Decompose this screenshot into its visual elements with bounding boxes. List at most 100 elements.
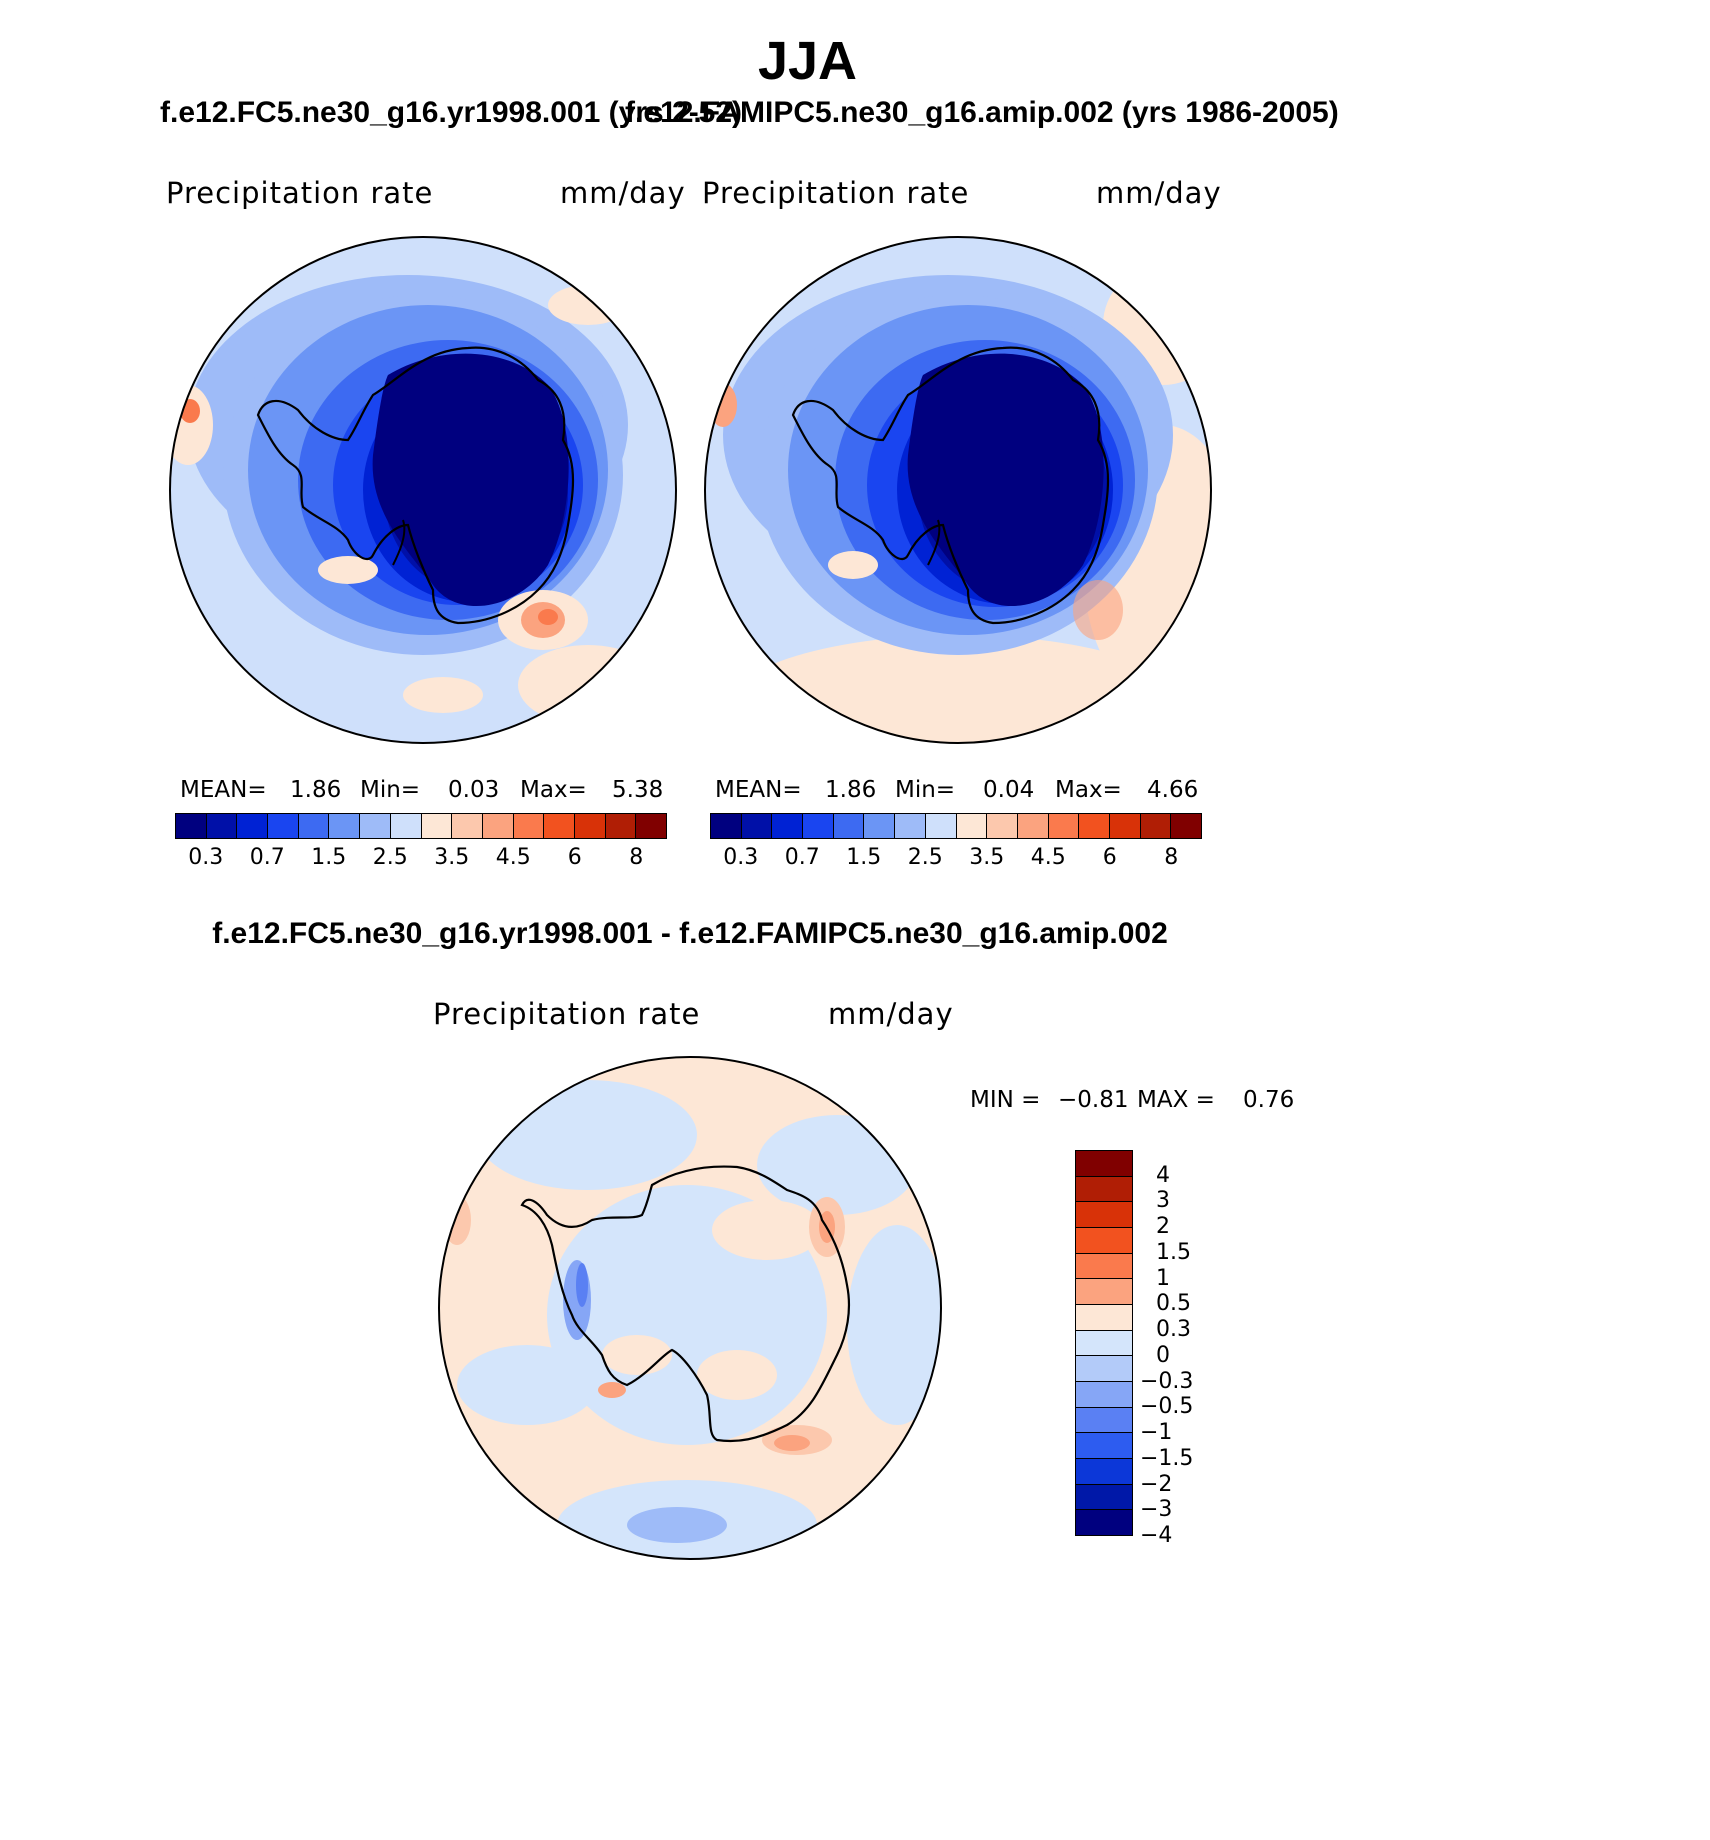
panel3-max-label: MAX = bbox=[1137, 1087, 1215, 1113]
panel1-max: 5.38 bbox=[612, 777, 664, 803]
colorbar-tick-label: 1.5 bbox=[1156, 1239, 1191, 1265]
colorbar-tick-label: 0.3 bbox=[723, 845, 759, 870]
panel1-units: mm/day bbox=[560, 176, 686, 210]
colorbar-swatch bbox=[1076, 1151, 1132, 1177]
colorbar-swatch bbox=[925, 814, 957, 838]
colorbar-swatch bbox=[803, 814, 834, 838]
colorbar-swatch bbox=[1076, 1510, 1132, 1536]
colorbar-swatch bbox=[1048, 814, 1080, 838]
colorbar-swatch bbox=[482, 814, 514, 838]
colorbar-tick-label: −4 bbox=[1140, 1523, 1173, 1548]
colorbar-tick-label: 0.3 bbox=[1156, 1317, 1191, 1343]
colorbar-tick-label: 1.5 bbox=[311, 845, 347, 870]
colorbar-tick-label: 4.5 bbox=[495, 845, 531, 870]
colorbar-swatch bbox=[1076, 1305, 1132, 1331]
panel1-max-label: Max= bbox=[520, 777, 587, 803]
colorbar-swatch bbox=[895, 814, 926, 838]
colorbar-swatch bbox=[605, 814, 637, 838]
panel3-min-label: MIN = bbox=[970, 1087, 1041, 1113]
colorbar-tick-label: −2 bbox=[1140, 1471, 1173, 1497]
panel2-variable: Precipitation rate bbox=[702, 176, 970, 210]
colorbar-tick-label: 1.5 bbox=[846, 845, 882, 870]
colorbar-tick-label: 3.5 bbox=[434, 845, 470, 870]
panel1-variable: Precipitation rate bbox=[166, 176, 434, 210]
colorbar-tick-label: 8 bbox=[1164, 845, 1179, 870]
colorbar-swatch bbox=[268, 814, 299, 838]
panel3-variable: Precipitation rate bbox=[433, 997, 701, 1031]
colorbar-swatch bbox=[1140, 814, 1172, 838]
panel2-title: f.e12.FAMIPC5.ne30_g16.amip.002 (yrs 198… bbox=[625, 96, 1339, 129]
colorbar-tick-label: 8 bbox=[629, 845, 644, 870]
colorbar-swatch bbox=[1076, 1279, 1132, 1306]
panel2-max-label: Max= bbox=[1055, 777, 1122, 803]
colorbar-tick-label: 0.7 bbox=[784, 845, 820, 870]
colorbar-tick-label: 1 bbox=[1156, 1265, 1170, 1291]
colorbar-tick-label: −1.5 bbox=[1140, 1445, 1194, 1471]
colorbar-swatch bbox=[711, 814, 742, 838]
panel2-max: 4.66 bbox=[1147, 777, 1199, 803]
panel2-map bbox=[704, 236, 1212, 744]
colorbar-swatch bbox=[1076, 1228, 1132, 1254]
colorbar-tick-label: 0.5 bbox=[1156, 1291, 1191, 1317]
panel1-map bbox=[169, 236, 677, 744]
colorbar-swatch bbox=[1076, 1459, 1132, 1485]
colorbar-swatch bbox=[636, 814, 666, 838]
colorbar-swatch bbox=[741, 814, 773, 838]
colorbar-tick-label: −1 bbox=[1140, 1420, 1173, 1446]
panel3-map bbox=[438, 1056, 942, 1560]
panel3-title: f.e12.FC5.ne30_g16.yr1998.001 - f.e12.FA… bbox=[212, 917, 1168, 950]
colorbar-tick-label: 0 bbox=[1156, 1342, 1170, 1368]
colorbar-tick-label: 2.5 bbox=[907, 845, 943, 870]
colorbar-tick-label: −3 bbox=[1140, 1497, 1173, 1523]
panel1-mean-label: MEAN= bbox=[180, 777, 267, 803]
colorbar-tick-label: −0.3 bbox=[1140, 1368, 1194, 1394]
colorbar-swatch bbox=[452, 814, 483, 838]
panel1-min-label: Min= bbox=[360, 777, 421, 803]
panel2-colorbar bbox=[710, 813, 1202, 839]
colorbar-swatch bbox=[513, 814, 545, 838]
panel1-colorbar bbox=[175, 813, 667, 839]
colorbar-swatch bbox=[1079, 814, 1110, 838]
colorbar-tick-label: 3 bbox=[1156, 1188, 1170, 1214]
colorbar-swatch bbox=[176, 814, 207, 838]
colorbar-swatch bbox=[1076, 1356, 1132, 1383]
colorbar-swatch bbox=[329, 814, 361, 838]
colorbar-tick-label: 2 bbox=[1156, 1214, 1170, 1240]
colorbar-swatch bbox=[833, 814, 865, 838]
colorbar-swatch bbox=[421, 814, 453, 838]
colorbar-tick-label: 0.7 bbox=[249, 845, 285, 870]
colorbar-tick-label: 6 bbox=[567, 845, 582, 870]
colorbar-swatch bbox=[1109, 814, 1141, 838]
colorbar-swatch bbox=[206, 814, 238, 838]
colorbar-swatch bbox=[237, 814, 269, 838]
colorbar-tick-label: −0.5 bbox=[1140, 1394, 1194, 1420]
panel3-colorbar bbox=[1075, 1150, 1133, 1536]
colorbar-swatch bbox=[987, 814, 1018, 838]
colorbar-swatch bbox=[1076, 1407, 1132, 1434]
colorbar-swatch bbox=[1076, 1433, 1132, 1460]
colorbar-swatch bbox=[1076, 1253, 1132, 1280]
colorbar-swatch bbox=[360, 814, 391, 838]
colorbar-swatch bbox=[1076, 1202, 1132, 1229]
colorbar-tick-label: 0.3 bbox=[188, 845, 224, 870]
colorbar-swatch bbox=[1076, 1330, 1132, 1357]
colorbar-tick-label: 3.5 bbox=[969, 845, 1005, 870]
panel1-min: 0.03 bbox=[448, 777, 500, 803]
panel3-min: −0.81 bbox=[1058, 1087, 1129, 1113]
colorbar-swatch bbox=[298, 814, 330, 838]
panel1-title: f.e12.FC5.ne30_g16.yr1998.001 (yrs 2-52) bbox=[160, 96, 743, 129]
panel2-mean: 1.86 bbox=[825, 777, 877, 803]
colorbar-swatch bbox=[956, 814, 988, 838]
colorbar-swatch bbox=[864, 814, 896, 838]
colorbar-swatch bbox=[544, 814, 575, 838]
panel3-units: mm/day bbox=[828, 997, 954, 1031]
colorbar-swatch bbox=[1076, 1176, 1132, 1203]
panel2-min: 0.04 bbox=[983, 777, 1035, 803]
panel3-max: 0.76 bbox=[1243, 1087, 1295, 1113]
colorbar-swatch bbox=[1171, 814, 1201, 838]
panel2-units: mm/day bbox=[1096, 176, 1222, 210]
colorbar-swatch bbox=[390, 814, 422, 838]
panel2-min-label: Min= bbox=[895, 777, 956, 803]
colorbar-tick-label: 4 bbox=[1156, 1162, 1170, 1188]
colorbar-swatch bbox=[574, 814, 606, 838]
